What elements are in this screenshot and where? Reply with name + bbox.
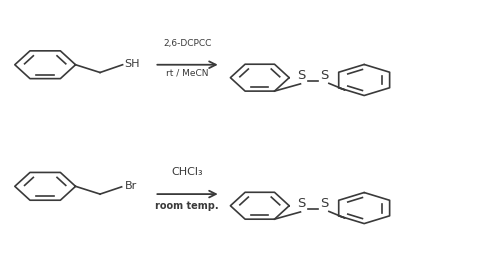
Text: S: S: [320, 69, 328, 82]
Text: 2,6-DCPCC: 2,6-DCPCC: [163, 39, 212, 48]
Text: S: S: [320, 197, 328, 210]
Text: CHCl₃: CHCl₃: [172, 167, 203, 177]
Text: S: S: [298, 69, 306, 82]
Text: Br: Br: [124, 181, 137, 191]
Text: S: S: [298, 197, 306, 210]
Text: rt / MeCN: rt / MeCN: [166, 69, 208, 78]
Text: room temp.: room temp.: [156, 201, 219, 211]
Text: SH: SH: [124, 59, 140, 69]
